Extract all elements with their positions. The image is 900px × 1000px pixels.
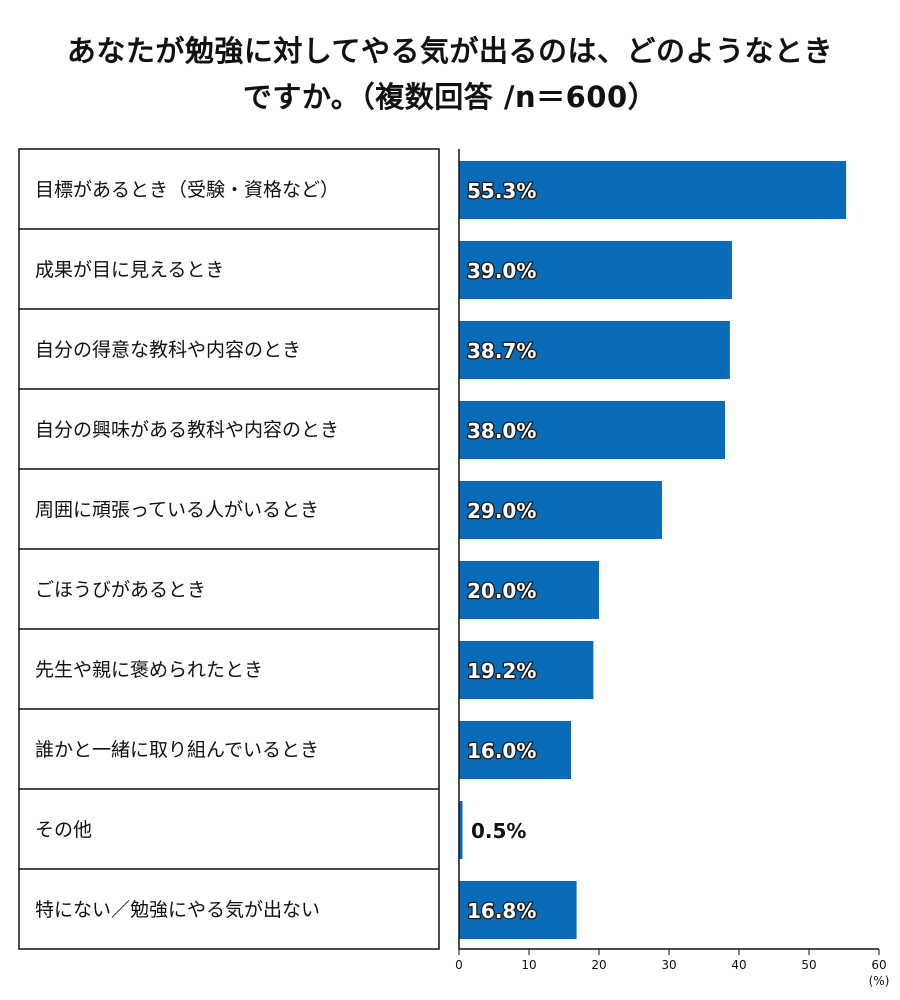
value-label: 39.0% bbox=[467, 259, 536, 283]
category-label: 先生や親に褒められたとき bbox=[35, 659, 263, 681]
bar bbox=[459, 481, 662, 539]
x-tick-label: 0 bbox=[455, 958, 463, 972]
value-label: 19.2% bbox=[467, 659, 536, 683]
bar bbox=[459, 881, 577, 939]
x-tick-label: 40 bbox=[731, 958, 746, 972]
category-label: 特にない／勉強にやる気が出ない bbox=[35, 899, 320, 921]
category-label: 成果が目に見えるとき bbox=[35, 259, 224, 281]
value-label: 0.5% bbox=[471, 819, 526, 843]
value-label: 29.0% bbox=[467, 499, 536, 523]
title-line-2: ですか。（複数回答 /n＝600） bbox=[242, 80, 658, 114]
x-unit-label: (%) bbox=[869, 974, 890, 988]
bar bbox=[459, 401, 725, 459]
chart-title: あなたが勉強に対してやる気が出るのは、どのようなとき ですか。（複数回答 /n＝… bbox=[0, 28, 900, 120]
value-label: 38.7% bbox=[467, 339, 536, 363]
category-label: 自分の興味がある教科や内容のとき bbox=[35, 419, 339, 441]
category-label: その他 bbox=[35, 819, 92, 841]
category-label: 自分の得意な教科や内容のとき bbox=[35, 339, 301, 361]
bar bbox=[459, 721, 571, 779]
x-tick-label: 10 bbox=[521, 958, 536, 972]
title-line-1: あなたが勉強に対してやる気が出るのは、どのようなとき bbox=[66, 34, 834, 68]
category-label: 目標があるとき（受験・資格など） bbox=[35, 179, 339, 201]
x-tick-label: 20 bbox=[591, 958, 606, 972]
value-label: 38.0% bbox=[467, 419, 536, 443]
category-label: ごほうびがあるとき bbox=[35, 579, 206, 601]
bar bbox=[459, 641, 594, 699]
x-tick-label: 60 bbox=[871, 958, 886, 972]
value-label: 55.3% bbox=[467, 179, 536, 203]
bar bbox=[459, 321, 730, 379]
x-tick-label: 50 bbox=[801, 958, 816, 972]
category-label: 周囲に頑張っている人がいるとき bbox=[35, 499, 319, 521]
category-label: 誰かと一緒に取り組んでいるとき bbox=[35, 739, 319, 761]
value-label: 16.8% bbox=[467, 899, 536, 923]
bar bbox=[459, 561, 599, 619]
bar bbox=[459, 161, 847, 219]
bar bbox=[459, 241, 732, 299]
x-tick-label: 30 bbox=[661, 958, 676, 972]
value-label: 20.0% bbox=[467, 579, 536, 603]
bar bbox=[459, 801, 463, 859]
value-label: 16.0% bbox=[467, 739, 536, 763]
